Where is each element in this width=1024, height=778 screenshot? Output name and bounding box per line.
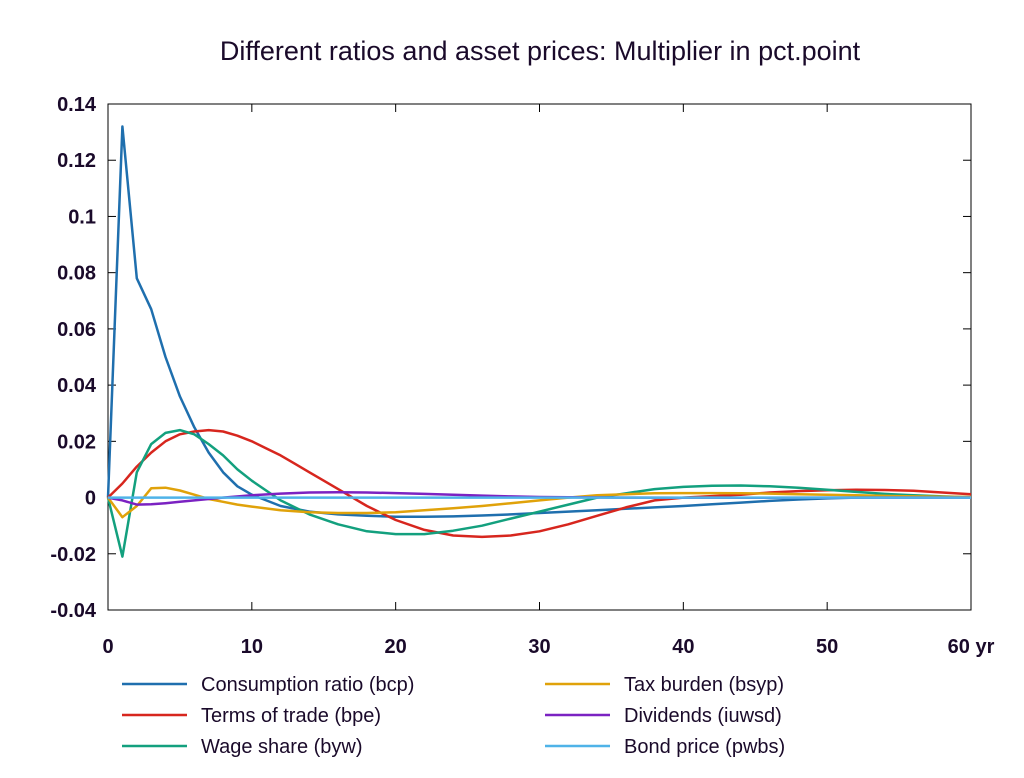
legend-label: Tax burden (bsyp) [624, 674, 784, 696]
y-tick-label: 0.12 [57, 150, 96, 172]
legend-item: Wage share (byw) [122, 736, 363, 758]
x-tick-label: 10 [241, 636, 263, 658]
x-unit-label: yr [970, 636, 995, 658]
legend-label: Consumption ratio (bcp) [201, 674, 414, 696]
y-tick-label: 0 [85, 488, 96, 510]
legend-item: Consumption ratio (bcp) [122, 674, 414, 696]
x-tick-label: 40 [672, 636, 694, 658]
series-line-3 [106, 428, 972, 558]
chart-title: Different ratios and asset prices: Multi… [220, 36, 861, 66]
y-tick-label: -0.04 [50, 600, 96, 622]
legend-label: Terms of trade (bpe) [201, 705, 381, 727]
plot-area: -0.04 -0.02 0 0.02 0.04 0.06 0.08 0.1 0.12 0.14 0 1… [50, 94, 994, 658]
y-tick-label: 0.14 [57, 94, 97, 116]
y-tick-label: -0.02 [50, 544, 96, 566]
y-tick-label: 0.08 [57, 263, 96, 285]
legend-item: Terms of trade (bpe) [122, 705, 381, 727]
series-line-2 [107, 428, 972, 539]
y-tick-label: 0.1 [68, 206, 96, 228]
legend: Consumption ratio (bcp) Terms of trade (b… [122, 674, 785, 758]
y-tick-label: 0.02 [57, 431, 96, 453]
legend-label: Bond price (pwbs) [624, 736, 785, 758]
y-tick-label: 0.04 [57, 375, 97, 397]
series-line-4 [106, 486, 972, 519]
x-tick-label: 50 [816, 636, 838, 658]
legend-item: Bond price (pwbs) [545, 736, 785, 758]
series-line-1 [106, 125, 972, 518]
legend-label: Wage share (byw) [201, 736, 363, 758]
legend-label: Dividends (iuwsd) [624, 705, 782, 727]
legend-item: Dividends (iuwsd) [545, 705, 782, 727]
x-tick-label: 30 [528, 636, 550, 658]
x-tick-label: 20 [385, 636, 407, 658]
x-tick-label: 0 [102, 636, 113, 658]
x-tick-label: 60 yr [948, 636, 995, 658]
legend-item: Tax burden (bsyp) [545, 674, 784, 696]
plot-frame [107, 103, 972, 611]
y-tick-label: 0.06 [57, 319, 96, 341]
